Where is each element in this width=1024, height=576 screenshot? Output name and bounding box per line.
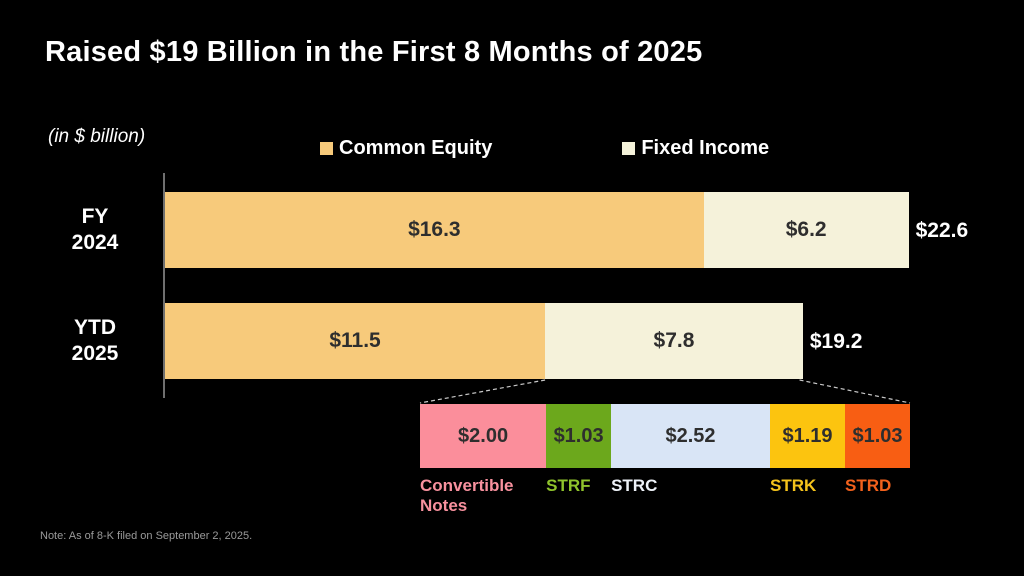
bar-segment-1-1: $7.8 xyxy=(545,303,803,379)
breakdown-segment-1: $1.03 xyxy=(546,404,612,468)
breakdown-segment-4: $1.03 xyxy=(845,404,910,468)
breakdown-segment-0: $2.00 xyxy=(420,404,547,468)
fixed-income-swatch-icon xyxy=(622,142,636,155)
breakdown-name-label-2: STRC xyxy=(611,476,658,495)
legend-item-fixed-income: Fixed Income xyxy=(622,137,769,160)
breakdown-name-label-3: STRK xyxy=(770,476,817,495)
breakdown-name-label-1: STRF xyxy=(546,476,591,495)
category-label-0: FY 2024 xyxy=(71,205,119,255)
bar-segment-1-0: $11.5 xyxy=(165,303,546,379)
bar-segment-0-0: $16.3 xyxy=(165,192,704,268)
y-axis-line xyxy=(163,173,165,398)
breakdown-segment-2: $2.52 xyxy=(611,404,770,468)
connector-line-0 xyxy=(419,379,546,404)
slide-title: Raised $19 Billion in the First 8 Months… xyxy=(45,36,703,68)
breakdown-name-label-0: Convertible Notes xyxy=(420,476,514,516)
category-label-1: YTD 2025 xyxy=(71,316,119,366)
connector-line-1 xyxy=(799,379,911,404)
legend-item-common-equity: Common Equity xyxy=(320,137,492,160)
footnote: Note: As of 8-K filed on September 2, 20… xyxy=(40,530,253,542)
legend-label-common-equity: Common Equity xyxy=(339,137,493,159)
breakdown-segment-3: $1.19 xyxy=(770,404,846,468)
breakdown-name-label-4: STRD xyxy=(845,476,892,495)
chart-legend: Common Equity Fixed Income xyxy=(320,137,769,160)
bar-total-label-0: $22.6 xyxy=(915,219,969,242)
common-equity-swatch-icon xyxy=(320,142,333,155)
bar-total-label-1: $19.2 xyxy=(809,330,863,353)
bar-segment-0-1: $6.2 xyxy=(703,192,909,268)
units-label: (in $ billion) xyxy=(48,126,146,147)
legend-label-fixed-income: Fixed Income xyxy=(641,137,770,159)
